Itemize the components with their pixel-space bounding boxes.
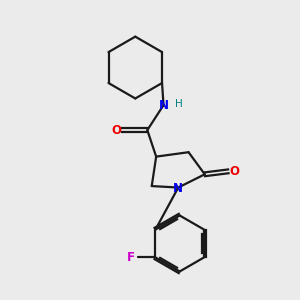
Text: N: N: [158, 99, 169, 112]
Text: F: F: [127, 251, 135, 264]
Text: H: H: [175, 99, 183, 109]
Text: O: O: [229, 165, 239, 178]
Text: N: N: [173, 182, 183, 195]
Text: O: O: [111, 124, 122, 136]
